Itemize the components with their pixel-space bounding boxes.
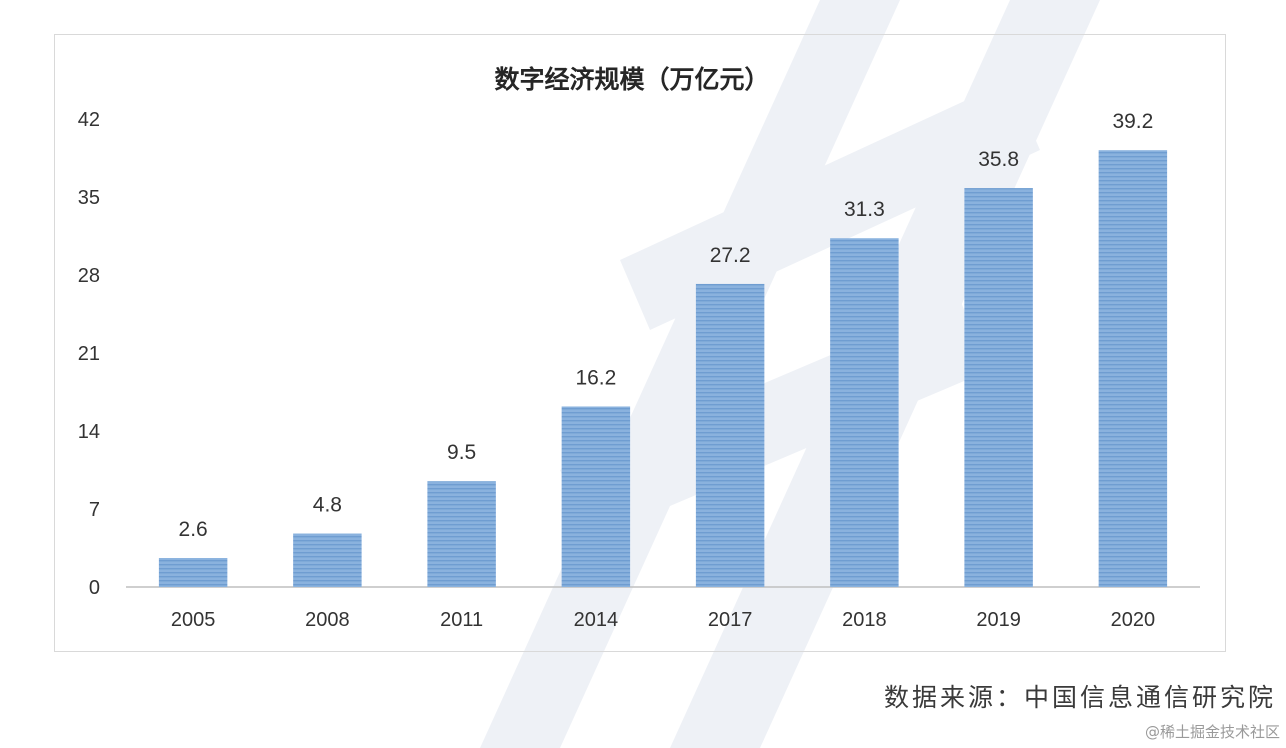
y-tick-label: 0 xyxy=(89,577,100,599)
bar-2005 xyxy=(158,558,228,587)
data-label-2020: 39.2 xyxy=(1112,110,1153,133)
y-tick-label: 14 xyxy=(78,421,100,443)
y-tick-label: 7 xyxy=(89,499,100,521)
bar-2008 xyxy=(293,533,362,587)
data-label-2011: 9.5 xyxy=(447,441,476,464)
data-labels-group: 2.6 4.8 9.5 16.2 27.2 31.3 35.8 39.2 xyxy=(179,110,1154,541)
x-tick-label: 2019 xyxy=(976,609,1021,631)
bars-group xyxy=(158,150,1168,588)
x-tick-label: 2005 xyxy=(171,609,216,631)
watermark-credit: @稀土掘金技术社区 xyxy=(1144,723,1280,741)
bar-2017 xyxy=(695,283,765,587)
y-tick-label: 42 xyxy=(78,109,100,131)
bar-2018 xyxy=(830,238,899,587)
data-label-2008: 4.8 xyxy=(313,494,342,517)
x-tick-label: 2017 xyxy=(708,609,753,631)
bar-2020 xyxy=(1098,150,1168,587)
x-tick-label: 2018 xyxy=(842,609,887,631)
source-note: 数据来源：中国信息通信研究院 xyxy=(883,683,1276,712)
data-label-2019: 35.8 xyxy=(978,148,1019,171)
x-axis-ticks: 2005 2008 2011 2014 2017 2018 2019 2020 xyxy=(171,609,1155,631)
x-tick-label: 2011 xyxy=(440,609,483,631)
bar-2014 xyxy=(561,406,631,587)
chart-title: 数字经济规模（万亿元） xyxy=(494,65,769,94)
chart-frame xyxy=(54,34,1226,652)
y-tick-label: 21 xyxy=(78,343,100,365)
bar-2019 xyxy=(964,188,1033,588)
x-tick-label: 2014 xyxy=(574,609,619,631)
y-axis-ticks: 0 7 14 21 28 35 42 xyxy=(78,109,100,599)
data-label-2014: 16.2 xyxy=(575,366,616,389)
data-label-2018: 31.3 xyxy=(844,198,885,221)
x-tick-label: 2020 xyxy=(1111,609,1156,631)
bar-2011 xyxy=(427,481,496,587)
data-label-2017: 27.2 xyxy=(710,244,751,267)
x-tick-label: 2008 xyxy=(305,609,350,631)
y-tick-label: 35 xyxy=(78,187,100,209)
data-label-2005: 2.6 xyxy=(179,518,208,541)
y-tick-label: 28 xyxy=(78,265,100,287)
